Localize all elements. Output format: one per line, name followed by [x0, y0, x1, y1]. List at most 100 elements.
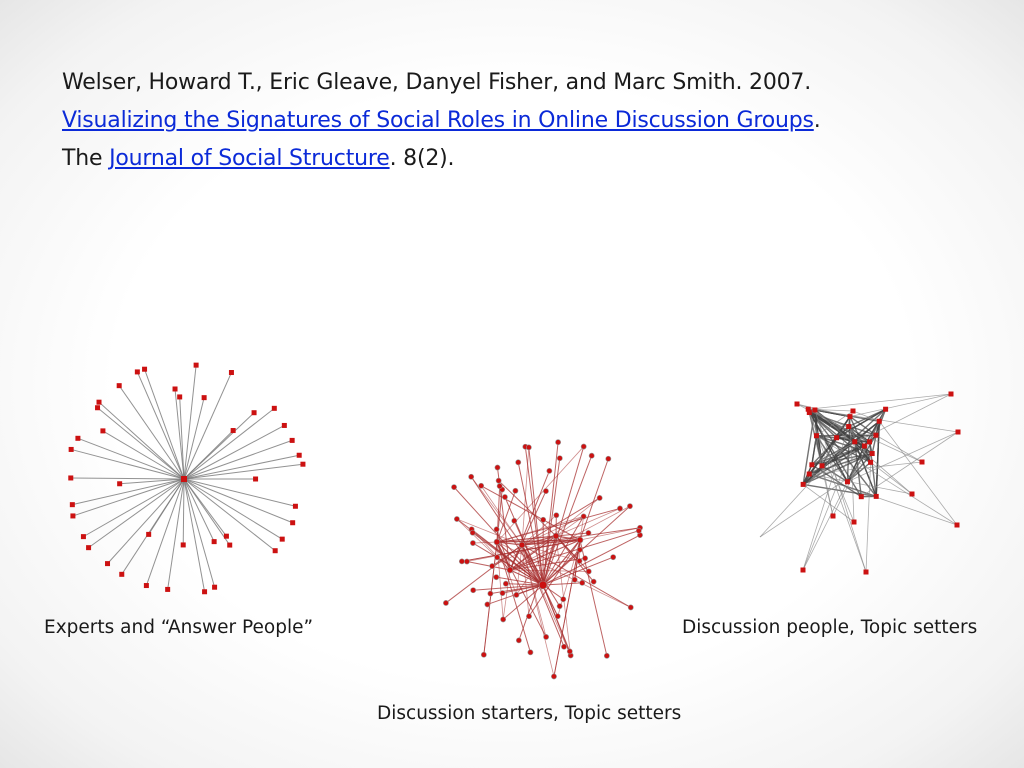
network-edge [542, 458, 561, 586]
network-edge [832, 409, 886, 517]
network-node [143, 583, 149, 589]
network-node [805, 406, 811, 412]
network-edge [555, 516, 584, 537]
network-edge [555, 535, 581, 541]
network-edge [483, 541, 498, 655]
network-edge [521, 516, 584, 546]
network-edge [121, 478, 185, 575]
network-node [489, 563, 496, 569]
citation-authors: Welser, Howard T., Eric Gleave, Danyel F… [62, 70, 812, 95]
network-edge [509, 544, 523, 571]
network-edge [809, 473, 913, 495]
network-node [281, 422, 287, 428]
citation: Welser, Howard T., Eric Gleave, Danyel F… [62, 64, 1002, 178]
network-node [495, 477, 502, 484]
network-node [955, 429, 961, 435]
network-node [279, 536, 285, 542]
network-node [451, 484, 457, 491]
network-edge [509, 539, 581, 571]
network-node [513, 591, 520, 598]
network-edge [174, 388, 185, 480]
network-node [576, 536, 584, 544]
network-edge [836, 408, 886, 439]
network-node [470, 587, 477, 594]
network-edge [521, 544, 572, 656]
network-edge [542, 446, 585, 586]
network-node [230, 428, 236, 434]
network-node [116, 383, 122, 389]
journal-link[interactable]: Journal of Social Structure [109, 146, 390, 171]
network-node [554, 613, 561, 620]
network-edge [183, 463, 303, 480]
network-edge [167, 478, 185, 590]
network-edge [809, 461, 923, 475]
network-edge [77, 437, 185, 480]
network-edge [854, 441, 877, 497]
network-node [876, 418, 882, 424]
network-edge [579, 458, 609, 541]
network-node [493, 526, 500, 533]
network-node [847, 414, 853, 420]
network-edge [144, 369, 185, 480]
network-edge [524, 446, 544, 586]
network-node [300, 461, 306, 467]
paper-title-link[interactable]: Visualizing the Signatures of Social Rol… [62, 108, 814, 133]
network-edge [870, 462, 913, 495]
network-node [794, 401, 800, 407]
network-edge [863, 445, 872, 463]
network-node [869, 451, 875, 457]
network-node [134, 369, 140, 375]
network-node [68, 446, 74, 452]
network-edge [811, 393, 952, 466]
network-node [863, 569, 869, 575]
network-node [605, 455, 612, 462]
network-node [580, 513, 587, 520]
network-node [95, 405, 101, 411]
network-edge [557, 539, 581, 617]
network-node [96, 399, 102, 405]
network-edge [796, 403, 851, 417]
network-node [272, 548, 278, 554]
network-node [610, 554, 617, 561]
network-edge [496, 541, 517, 596]
network-edge [542, 535, 557, 586]
journal-volume: . 8(2). [389, 146, 455, 171]
network-node [525, 444, 532, 451]
network-edge [875, 434, 923, 463]
network-node [493, 574, 500, 581]
network-edge [72, 478, 185, 506]
network-node [852, 439, 858, 445]
network-edge [456, 518, 523, 546]
network-node [69, 502, 75, 508]
network-edge [461, 539, 581, 562]
network-edge [521, 544, 530, 617]
network-edge [816, 410, 854, 437]
network-node [800, 567, 806, 573]
journal-prefix: The [62, 146, 110, 171]
network-node [289, 437, 295, 443]
caption-discussion-starters: Discussion starters, Topic setters [377, 703, 682, 724]
network-edge [496, 516, 584, 543]
network-edge [183, 425, 285, 480]
network-node [834, 435, 840, 441]
network-node [919, 459, 925, 465]
network-node [800, 481, 806, 487]
network-edge [182, 478, 185, 545]
network-edge [183, 454, 300, 480]
network-node [201, 395, 207, 401]
network-edge [88, 478, 185, 549]
network-node [458, 558, 465, 565]
network-node [858, 494, 864, 500]
network-node [579, 579, 586, 586]
network-node [580, 443, 587, 450]
network-node [502, 580, 509, 587]
network-edge [808, 411, 872, 463]
network-node [468, 473, 475, 480]
network-node [806, 471, 812, 477]
network-node [576, 558, 583, 564]
network-node [819, 463, 825, 469]
network-edge [517, 462, 544, 586]
network-edge [183, 365, 197, 480]
network-edge [70, 477, 185, 480]
